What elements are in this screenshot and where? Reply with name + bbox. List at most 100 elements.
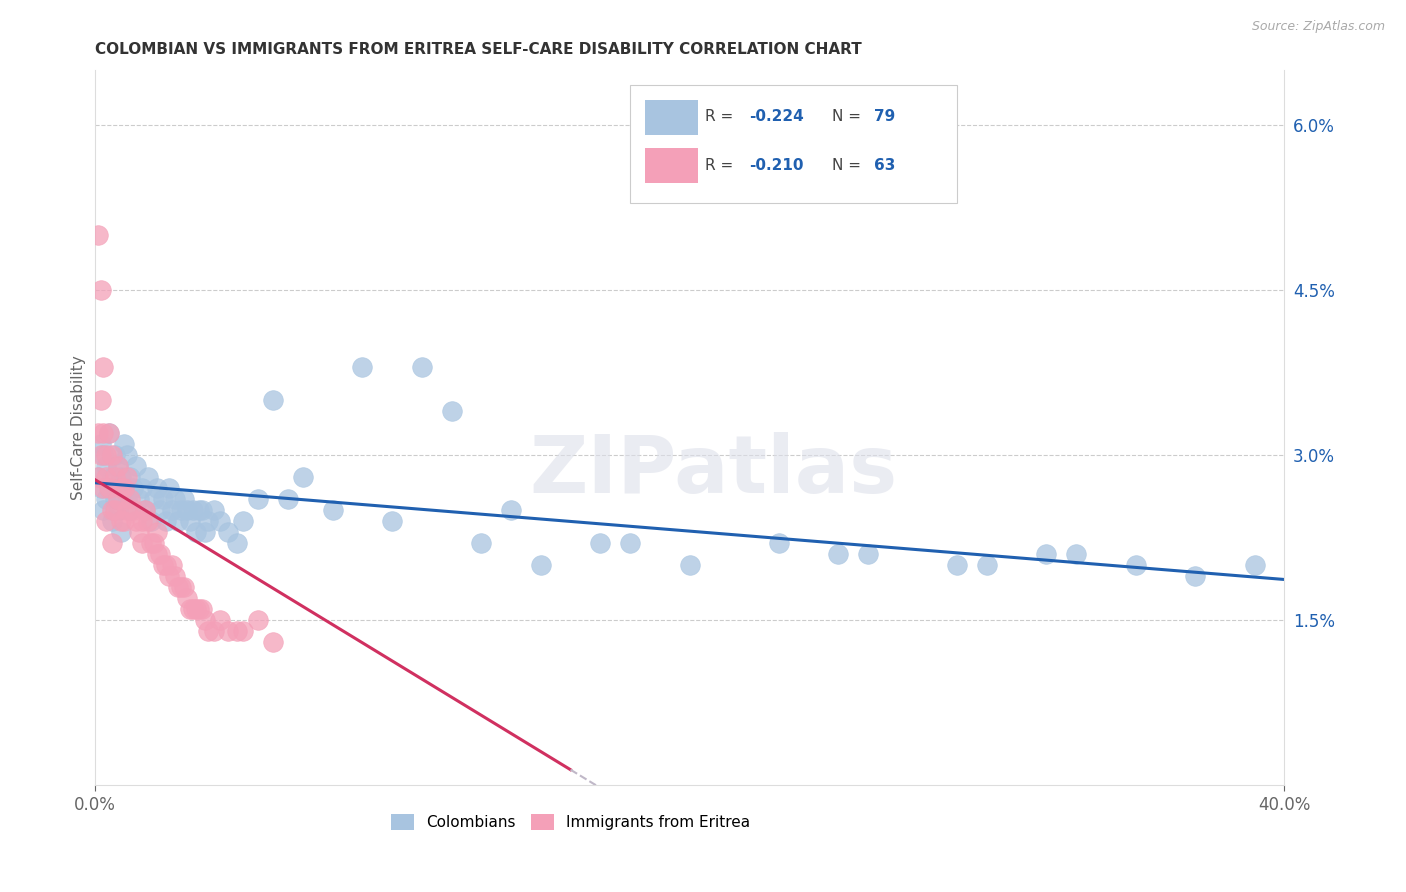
Point: [93, 448, 115, 462]
Point: [262, 635, 284, 649]
Point: [101, 470, 124, 484]
Point: [208, 613, 231, 627]
Point: [112, 481, 135, 495]
Point: [179, 514, 201, 528]
Point: [120, 492, 142, 507]
Point: [120, 503, 142, 517]
Point: [117, 492, 139, 507]
Point: [107, 459, 129, 474]
Point: [104, 503, 127, 517]
Point: [110, 470, 132, 484]
Point: [208, 514, 231, 528]
Point: [112, 481, 135, 495]
Point: [1243, 558, 1265, 573]
Point: [678, 558, 700, 573]
Point: [146, 547, 169, 561]
Point: [184, 525, 207, 540]
Point: [157, 481, 180, 495]
Legend: Colombians, Immigrants from Eritrea: Colombians, Immigrants from Eritrea: [387, 809, 755, 835]
Point: [131, 481, 153, 495]
Point: [89, 437, 111, 451]
Point: [155, 558, 177, 573]
Point: [128, 525, 150, 540]
FancyBboxPatch shape: [645, 100, 697, 135]
Point: [470, 536, 492, 550]
Point: [152, 558, 174, 573]
Point: [110, 525, 132, 540]
Point: [946, 558, 969, 573]
Point: [184, 602, 207, 616]
Point: [104, 492, 127, 507]
Point: [110, 481, 132, 495]
Point: [247, 613, 270, 627]
Point: [86, 470, 108, 484]
Point: [277, 492, 299, 507]
FancyBboxPatch shape: [630, 85, 957, 202]
Point: [291, 470, 314, 484]
Point: [93, 481, 115, 495]
Point: [157, 569, 180, 583]
Point: [104, 470, 127, 484]
Point: [117, 470, 139, 484]
Point: [217, 525, 239, 540]
Point: [136, 470, 159, 484]
Point: [117, 503, 139, 517]
Point: [149, 547, 172, 561]
Point: [96, 459, 118, 474]
Point: [167, 514, 190, 528]
Point: [134, 503, 156, 517]
Point: [217, 624, 239, 639]
Point: [86, 426, 108, 441]
Point: [86, 470, 108, 484]
Point: [1184, 569, 1206, 583]
Point: [202, 503, 225, 517]
Point: [117, 448, 139, 462]
Point: [112, 514, 135, 528]
Point: [352, 360, 374, 375]
Point: [322, 503, 344, 517]
Point: [96, 492, 118, 507]
Point: [101, 536, 124, 550]
Point: [96, 448, 118, 462]
Point: [411, 360, 433, 375]
Point: [197, 624, 219, 639]
Text: Source: ZipAtlas.com: Source: ZipAtlas.com: [1251, 20, 1385, 33]
Point: [93, 503, 115, 517]
Point: [89, 481, 111, 495]
Point: [187, 602, 209, 616]
Point: [530, 558, 553, 573]
Point: [160, 503, 183, 517]
Point: [122, 503, 145, 517]
Point: [181, 503, 204, 517]
Point: [93, 426, 115, 441]
Point: [107, 459, 129, 474]
Point: [96, 514, 118, 528]
Point: [440, 404, 463, 418]
Point: [160, 558, 183, 573]
Point: [112, 437, 135, 451]
Point: [134, 503, 156, 517]
Point: [181, 602, 204, 616]
Point: [173, 580, 195, 594]
Point: [149, 503, 172, 517]
Text: -0.224: -0.224: [749, 110, 804, 124]
Point: [163, 569, 186, 583]
Point: [152, 492, 174, 507]
Text: N =: N =: [832, 110, 866, 124]
Point: [589, 536, 612, 550]
Point: [155, 514, 177, 528]
Point: [143, 492, 166, 507]
Point: [96, 470, 118, 484]
Point: [827, 547, 849, 561]
Point: [146, 481, 169, 495]
Point: [104, 448, 127, 462]
Point: [202, 624, 225, 639]
Point: [262, 393, 284, 408]
Text: 79: 79: [875, 110, 896, 124]
Point: [143, 536, 166, 550]
Point: [120, 470, 142, 484]
Point: [197, 514, 219, 528]
Text: ZIPatlas: ZIPatlas: [529, 432, 897, 509]
Point: [101, 503, 124, 517]
Point: [173, 492, 195, 507]
